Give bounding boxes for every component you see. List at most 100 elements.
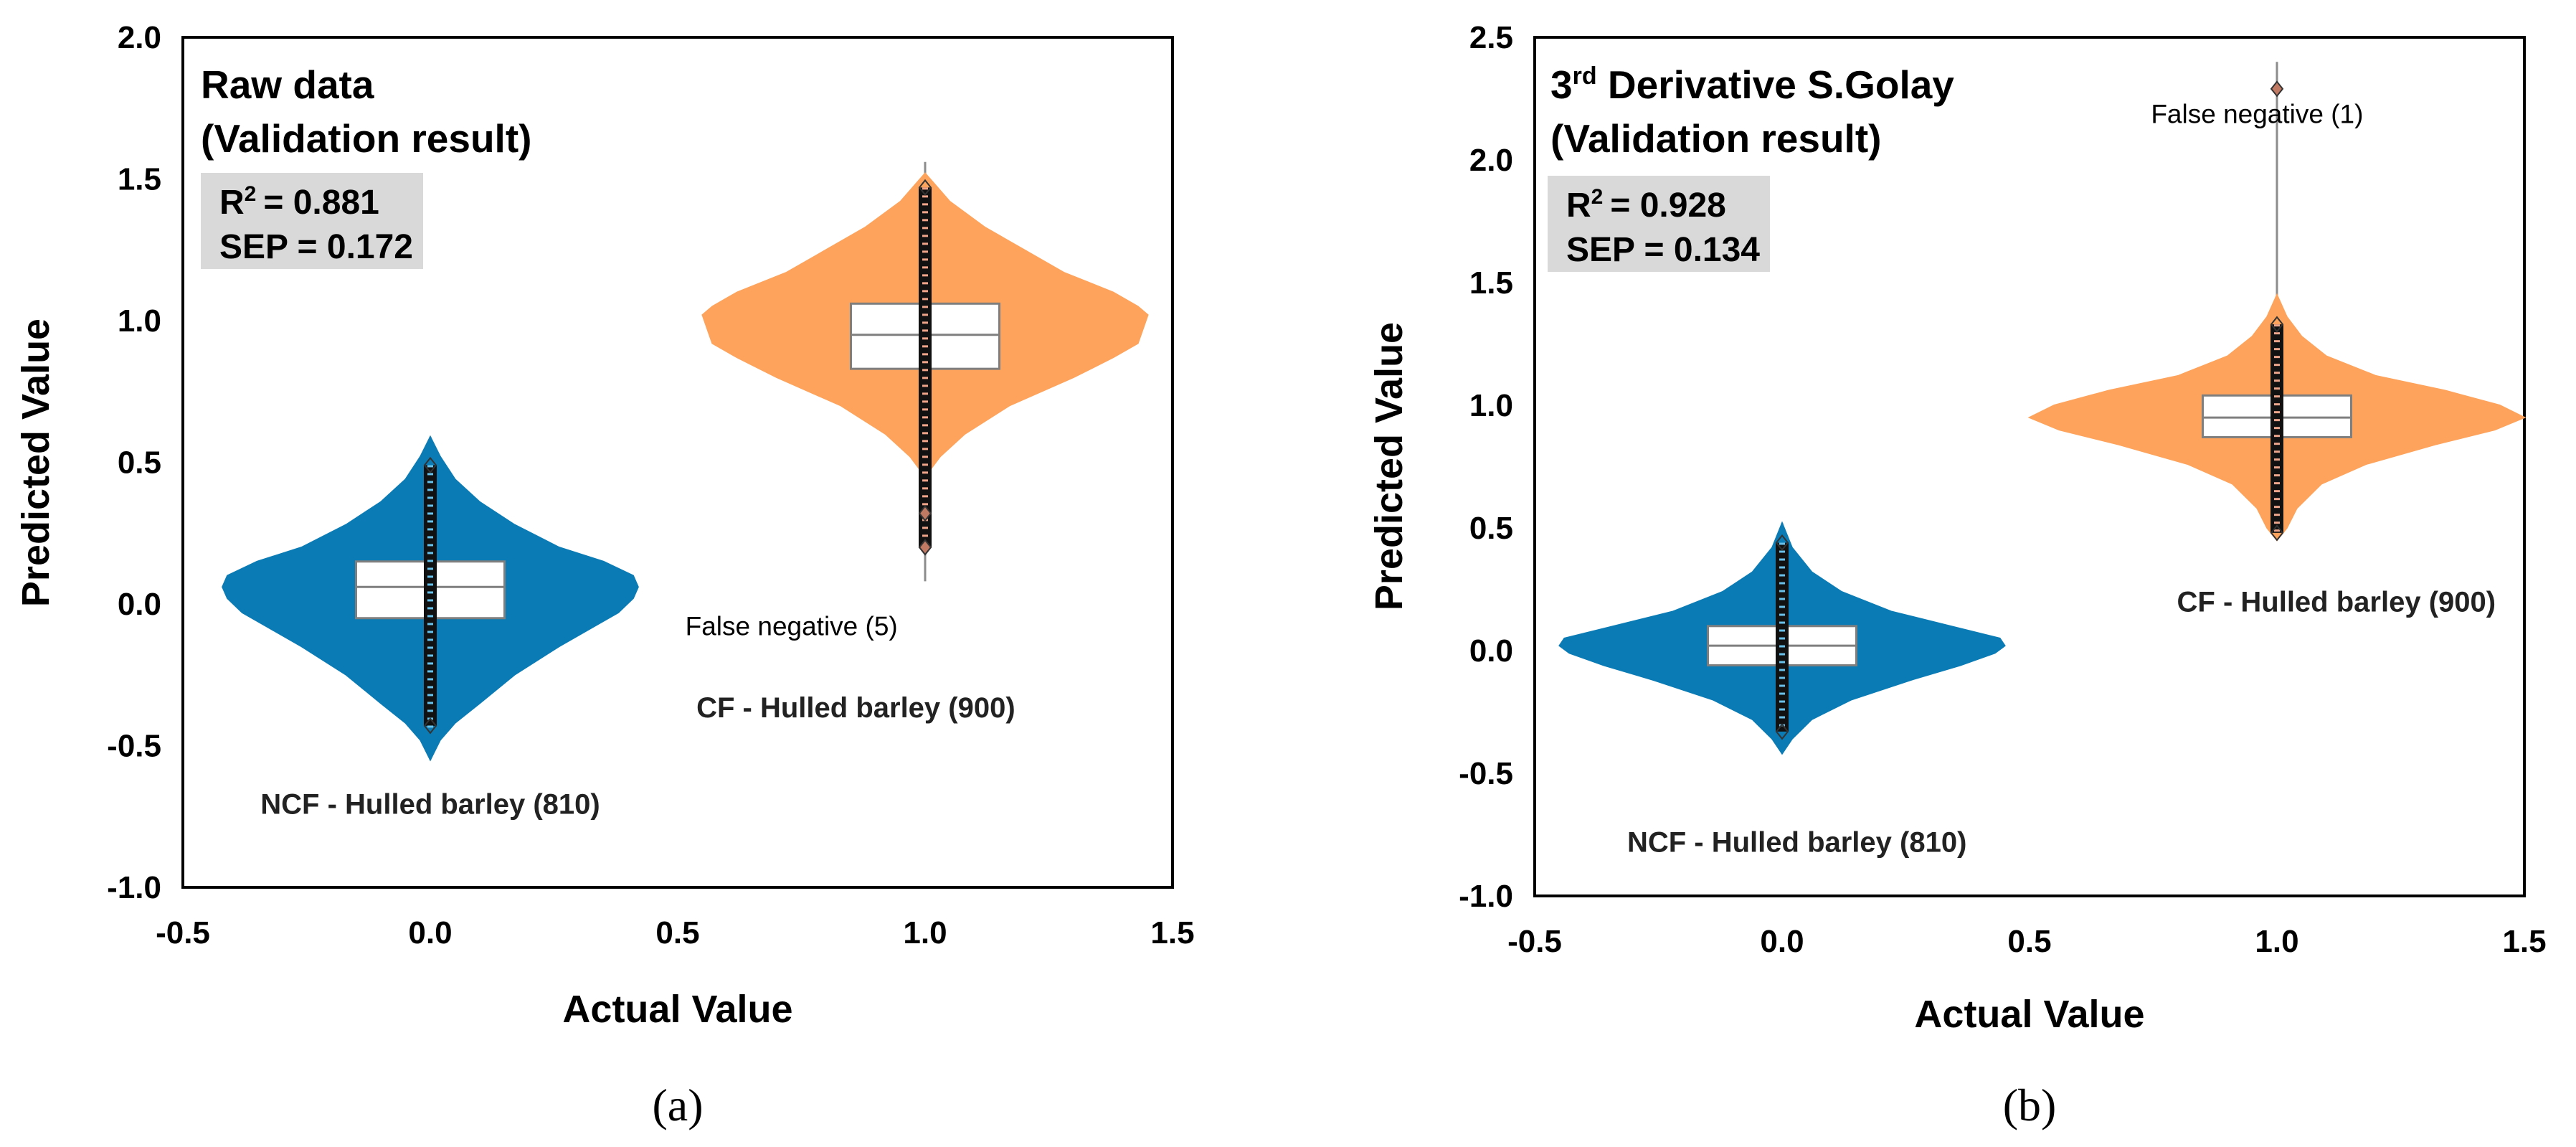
- panel-b-violins: [1558, 62, 2527, 755]
- data-point-marker: [427, 465, 433, 468]
- data-point-marker: [1779, 645, 1785, 648]
- data-point-marker: [2274, 458, 2280, 461]
- panel-a-r2: R2 = 0.881: [219, 182, 379, 222]
- data-point-marker: [427, 473, 433, 476]
- y-tick-label: 1.5: [118, 162, 161, 197]
- data-point-marker: [2274, 411, 2280, 414]
- panel-a-x-ticks: -0.5 0.0 0.5 1.0 1.5: [156, 915, 1195, 950]
- data-point-marker: [1779, 582, 1785, 585]
- panel-a-y-axis-title: Predicted Value: [14, 318, 57, 607]
- data-point-marker: [2274, 427, 2280, 430]
- annotation-label: NCF - Hulled barley (810): [1627, 826, 1966, 858]
- data-point-marker: [922, 456, 928, 458]
- data-point-marker: [2274, 474, 2280, 477]
- data-point-marker: [427, 686, 433, 689]
- panel-b-label: (b): [2003, 1080, 2057, 1131]
- panel-b-y-axis-title: Predicted Value: [1368, 322, 1411, 610]
- panel-a-violins: [222, 161, 1149, 762]
- data-point-marker: [922, 432, 928, 435]
- x-tick-label: 0.0: [1760, 924, 1804, 959]
- data-point-marker: [2274, 521, 2280, 524]
- data-point-marker: [2274, 356, 2280, 359]
- data-point-marker: [427, 702, 433, 704]
- data-point-marker: [922, 463, 928, 466]
- data-point-marker: [922, 266, 928, 269]
- data-point-marker: [922, 392, 928, 395]
- data-points-column: [424, 465, 437, 726]
- data-point-marker: [427, 544, 433, 547]
- data-point-marker: [1779, 676, 1785, 679]
- data-point-marker: [2274, 506, 2280, 509]
- data-point-marker: [427, 670, 433, 673]
- panel-a-stats-box: [201, 173, 423, 269]
- data-point-marker: [2274, 395, 2280, 398]
- panel-b-x-axis-title: Actual Value: [1914, 993, 2144, 1036]
- data-point-marker: [427, 662, 433, 665]
- data-point-marker: [1779, 621, 1785, 624]
- data-point-marker: [922, 400, 928, 403]
- data-point-marker: [922, 211, 928, 214]
- panel-b-sep: SEP = 0.134: [1566, 231, 1760, 269]
- data-point-marker: [427, 694, 433, 697]
- data-point-marker: [427, 709, 433, 712]
- data-point-marker: [427, 599, 433, 602]
- extreme-point: [423, 717, 437, 735]
- data-point-marker: [922, 503, 928, 506]
- y-tick-label: 0.0: [118, 587, 161, 622]
- data-point-marker: [1779, 684, 1785, 687]
- x-tick-label: -0.5: [1507, 924, 1562, 959]
- panel-b-plot-frame: [1533, 36, 2526, 897]
- data-point-marker: [427, 678, 433, 681]
- data-point-marker: [922, 306, 928, 308]
- data-point-marker: [1779, 637, 1785, 640]
- data-point-marker: [427, 567, 433, 570]
- x-tick-label: 0.0: [408, 915, 452, 950]
- data-point-marker: [922, 440, 928, 443]
- data-point-marker: [922, 495, 928, 498]
- data-point-marker: [427, 607, 433, 610]
- y-tick-label: 1.0: [1469, 388, 1513, 423]
- panel-b-title-line2: (Validation result): [1550, 116, 1881, 161]
- x-tick-label: 1.0: [903, 915, 947, 950]
- x-tick-label: 1.5: [2502, 924, 2546, 959]
- data-point-marker: [427, 725, 433, 728]
- data-point-marker: [922, 424, 928, 427]
- data-point-marker: [1779, 700, 1785, 703]
- y-tick-label: -0.5: [107, 729, 161, 764]
- panel-a-title-line2: (Validation result): [201, 116, 531, 161]
- panel-a-annotations: False negative (5) CF - Hulled barley (90…: [260, 611, 1015, 820]
- data-point-marker: [2274, 529, 2280, 532]
- data-point-marker: [427, 654, 433, 657]
- annotation-label: False negative (1): [2151, 100, 2363, 129]
- panel-a-label: (a): [652, 1080, 703, 1131]
- data-point-marker: [922, 384, 928, 387]
- data-point-marker: [427, 520, 433, 523]
- data-points-column: [919, 187, 932, 547]
- data-point-marker: [2274, 403, 2280, 406]
- annotation-label: False negative (5): [686, 611, 898, 641]
- data-point-marker: [427, 552, 433, 554]
- data-point-marker: [922, 298, 928, 301]
- x-tick-label: -0.5: [156, 915, 210, 950]
- data-point-marker: [427, 488, 433, 491]
- data-point-marker: [427, 591, 433, 594]
- y-tick-label: 2.0: [118, 20, 161, 55]
- y-tick-label: 0.5: [118, 445, 161, 481]
- data-point-marker: [922, 290, 928, 293]
- extreme-point: [2270, 316, 2284, 333]
- data-point-marker: [2274, 419, 2280, 422]
- data-point-marker: [922, 274, 928, 277]
- data-point-marker: [922, 487, 928, 490]
- panel-b-chart: -1.0 -0.5 0.0 0.5 1.0 1.5 2.0 2.5 -0.5 0.0 0.5 1.0…: [1368, 20, 2547, 1131]
- extreme-point: [1775, 723, 1789, 740]
- data-point-marker: [427, 631, 433, 633]
- x-tick-label: 1.5: [1150, 915, 1194, 950]
- data-point-marker: [922, 321, 928, 324]
- annotation-label: CF - Hulled barley (900): [696, 692, 1015, 724]
- data-point-marker: [922, 203, 928, 206]
- data-point-marker: [427, 615, 433, 618]
- data-point-marker: [922, 369, 928, 372]
- data-point-marker: [922, 250, 928, 253]
- annotation-label: CF - Hulled barley (900): [2177, 586, 2496, 618]
